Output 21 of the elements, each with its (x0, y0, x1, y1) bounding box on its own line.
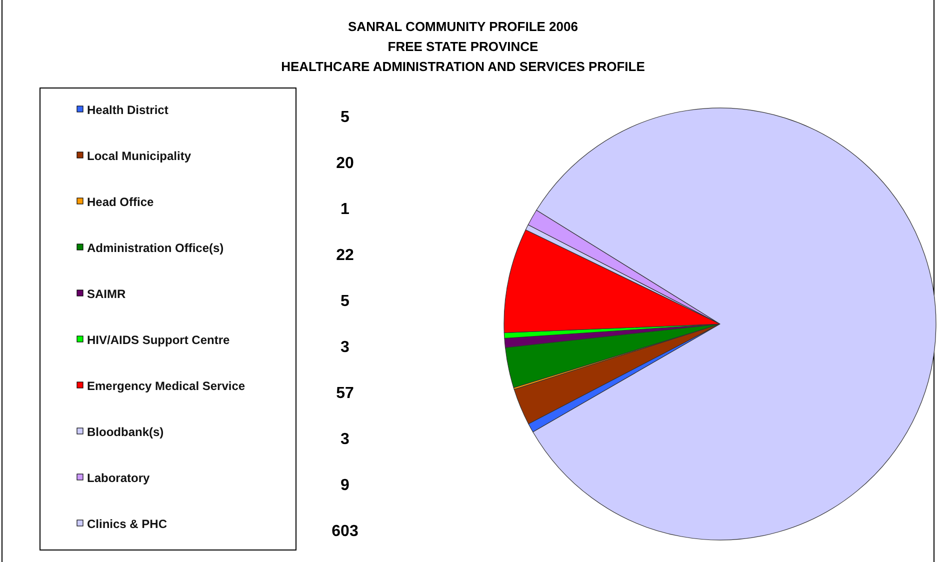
chart-title: SANRAL COMMUNITY PROFILE 2006 FREE STATE PROVINCE HEALTHCARE ADMINISTRATION AND SERVICES PROFILE (281, 19, 646, 74)
data-label: 1 (340, 201, 350, 218)
data-label: 20 (336, 155, 354, 172)
legend-label: Bloodbank(s) (87, 425, 164, 439)
legend-label: Health District (87, 103, 168, 117)
legend-label: Local Municipality (87, 149, 192, 163)
data-label: 3 (340, 431, 350, 448)
data-label: 603 (332, 523, 358, 540)
data-label: 3 (340, 339, 350, 356)
data-label: 5 (340, 293, 350, 310)
legend-label: HIV/AIDS Support Centre (87, 333, 230, 347)
data-label: 5 (340, 109, 350, 126)
legend-label: SAIMR (87, 287, 126, 301)
legend-label: Laboratory (87, 471, 150, 485)
legend-label: Clinics & PHC (87, 517, 168, 531)
legend-label: Head Office (87, 195, 154, 209)
data-label: 22 (336, 247, 354, 264)
data-label: 9 (340, 477, 350, 494)
data-label: 57 (336, 385, 354, 402)
legend-label: Emergency Medical Service (87, 379, 246, 393)
legend-label: Administration Office(s) (87, 241, 224, 255)
